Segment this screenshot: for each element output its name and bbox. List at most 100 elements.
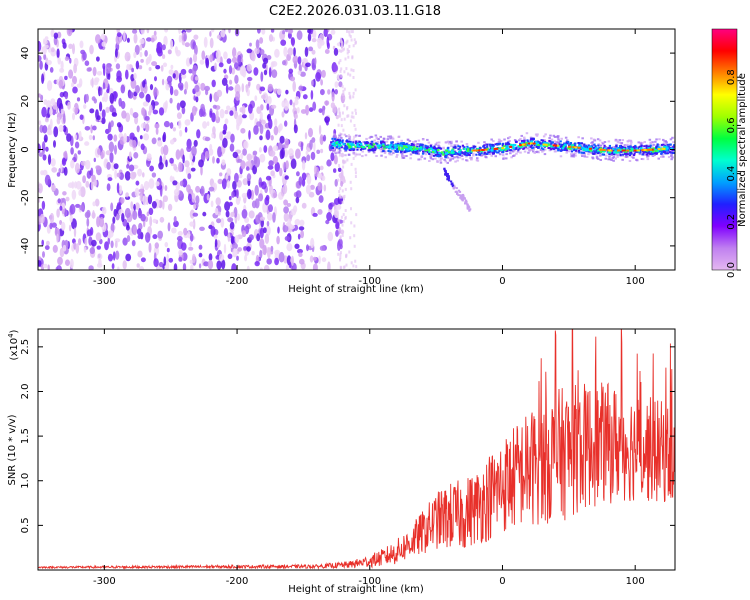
noise-cell <box>204 151 210 160</box>
ridge-bright-cell <box>357 145 361 148</box>
ridge-core-cell <box>577 142 580 144</box>
ridge-core-cell <box>472 145 475 148</box>
noise-cell <box>274 118 278 127</box>
noise-cell <box>289 224 296 230</box>
noise-cell <box>248 210 255 219</box>
ridge-halo-cell <box>519 151 522 154</box>
noise-cell <box>313 141 316 153</box>
noise-cell <box>222 137 228 148</box>
ridge-bright-cell <box>419 148 423 151</box>
ridge-halo-cell <box>390 153 393 156</box>
ridge-halo-cell <box>532 150 535 153</box>
ridge-bright-cell <box>423 147 426 150</box>
noise-cell <box>216 157 220 164</box>
ridge-core-cell <box>447 146 450 149</box>
noise-cell <box>95 165 101 170</box>
noise-cell <box>200 185 205 197</box>
ridge-core-cell <box>665 152 668 155</box>
noise-cell <box>169 175 174 183</box>
noise-cell <box>220 29 226 38</box>
ridge-bright-cell <box>383 147 386 150</box>
noise-fringe-cell <box>339 187 342 191</box>
ridge-bright-cell <box>544 142 547 145</box>
noise-cell <box>38 120 42 126</box>
ridge-core-cell <box>623 146 626 149</box>
branch-cell <box>452 187 455 190</box>
noise-cell <box>244 217 250 223</box>
noise-cell <box>126 235 131 242</box>
noise-fringe-cell <box>341 200 344 204</box>
ridge-halo-cell <box>449 158 452 161</box>
noise-cell <box>139 135 143 140</box>
branch-cell <box>464 201 467 204</box>
noise-fringe-cell <box>349 180 352 184</box>
ridge-halo-cell <box>523 136 526 139</box>
noise-cell <box>248 130 251 140</box>
noise-cell <box>186 145 192 152</box>
ridge-halo-cell <box>614 153 617 155</box>
ridge-core-cell <box>387 150 390 152</box>
spectrogram-ridge <box>330 132 675 212</box>
noise-cell <box>56 208 60 218</box>
noise-cell <box>106 161 111 170</box>
noise-cell <box>140 213 146 222</box>
ridge-halo-cell <box>624 155 628 158</box>
noise-cell <box>330 29 336 35</box>
ridge-core-cell <box>608 153 611 156</box>
ridge-halo-cell <box>446 156 449 159</box>
ridge-core-cell <box>655 145 658 148</box>
ridge-halo-cell <box>395 155 398 158</box>
noise-cell <box>142 80 146 88</box>
ridge-core-cell <box>358 140 361 143</box>
noise-cell <box>73 63 77 74</box>
ridge-halo-cell <box>392 152 395 155</box>
noise-fringe-cell <box>352 76 355 79</box>
ridge-peak-cell <box>475 149 479 152</box>
ridge-bright-cell <box>405 145 408 148</box>
noise-cell <box>103 65 106 77</box>
noise-cell <box>58 124 64 132</box>
ridge-halo-cell <box>604 146 607 148</box>
ridge-halo-cell <box>670 145 673 148</box>
noise-cell <box>193 139 198 147</box>
noise-fringe-cell <box>337 114 340 118</box>
ridge-bright-cell <box>445 149 449 152</box>
noise-fringe-cell <box>343 194 346 198</box>
ridge-halo-cell <box>438 156 441 159</box>
noise-cell <box>316 149 321 154</box>
ridge-halo-cell <box>439 161 443 164</box>
ridge-halo-cell <box>369 135 372 138</box>
noise-cell <box>207 259 214 270</box>
ridge-bright-cell <box>394 144 397 147</box>
ridge-halo-cell <box>664 140 667 143</box>
ridge-halo-cell <box>476 157 479 160</box>
ridge-halo-cell <box>581 143 584 146</box>
ridge-core-cell <box>536 140 539 143</box>
noise-cell <box>234 172 239 183</box>
ridge-halo-cell <box>438 145 441 148</box>
ridge-halo-cell <box>417 139 421 142</box>
ridge-core-cell <box>671 149 675 152</box>
noise-fringe-cell <box>352 135 355 139</box>
ridge-halo-cell <box>367 150 371 153</box>
ridge-core-cell <box>339 140 342 143</box>
noise-cell <box>161 44 166 51</box>
ridge-core-cell <box>642 151 645 154</box>
noise-cell <box>319 245 326 251</box>
ridge-bright-cell <box>402 147 406 150</box>
ridge-core-cell <box>578 151 581 154</box>
ridge-halo-cell <box>616 154 619 157</box>
noise-fringe-cell <box>340 74 343 78</box>
noise-cell <box>132 29 138 34</box>
noise-cell <box>143 219 146 228</box>
ridge-core-cell <box>352 149 355 152</box>
noise-cell <box>323 29 328 38</box>
noise-cell <box>263 145 268 153</box>
ridge-core-cell <box>403 151 406 154</box>
noise-fringe-cell <box>352 95 355 99</box>
ridge-bright-cell <box>413 146 416 149</box>
noise-cell <box>100 87 103 96</box>
noise-cell <box>129 107 134 116</box>
noise-fringe-cell <box>353 124 356 127</box>
spectrogram-y-tick-label: -40 <box>20 238 31 254</box>
